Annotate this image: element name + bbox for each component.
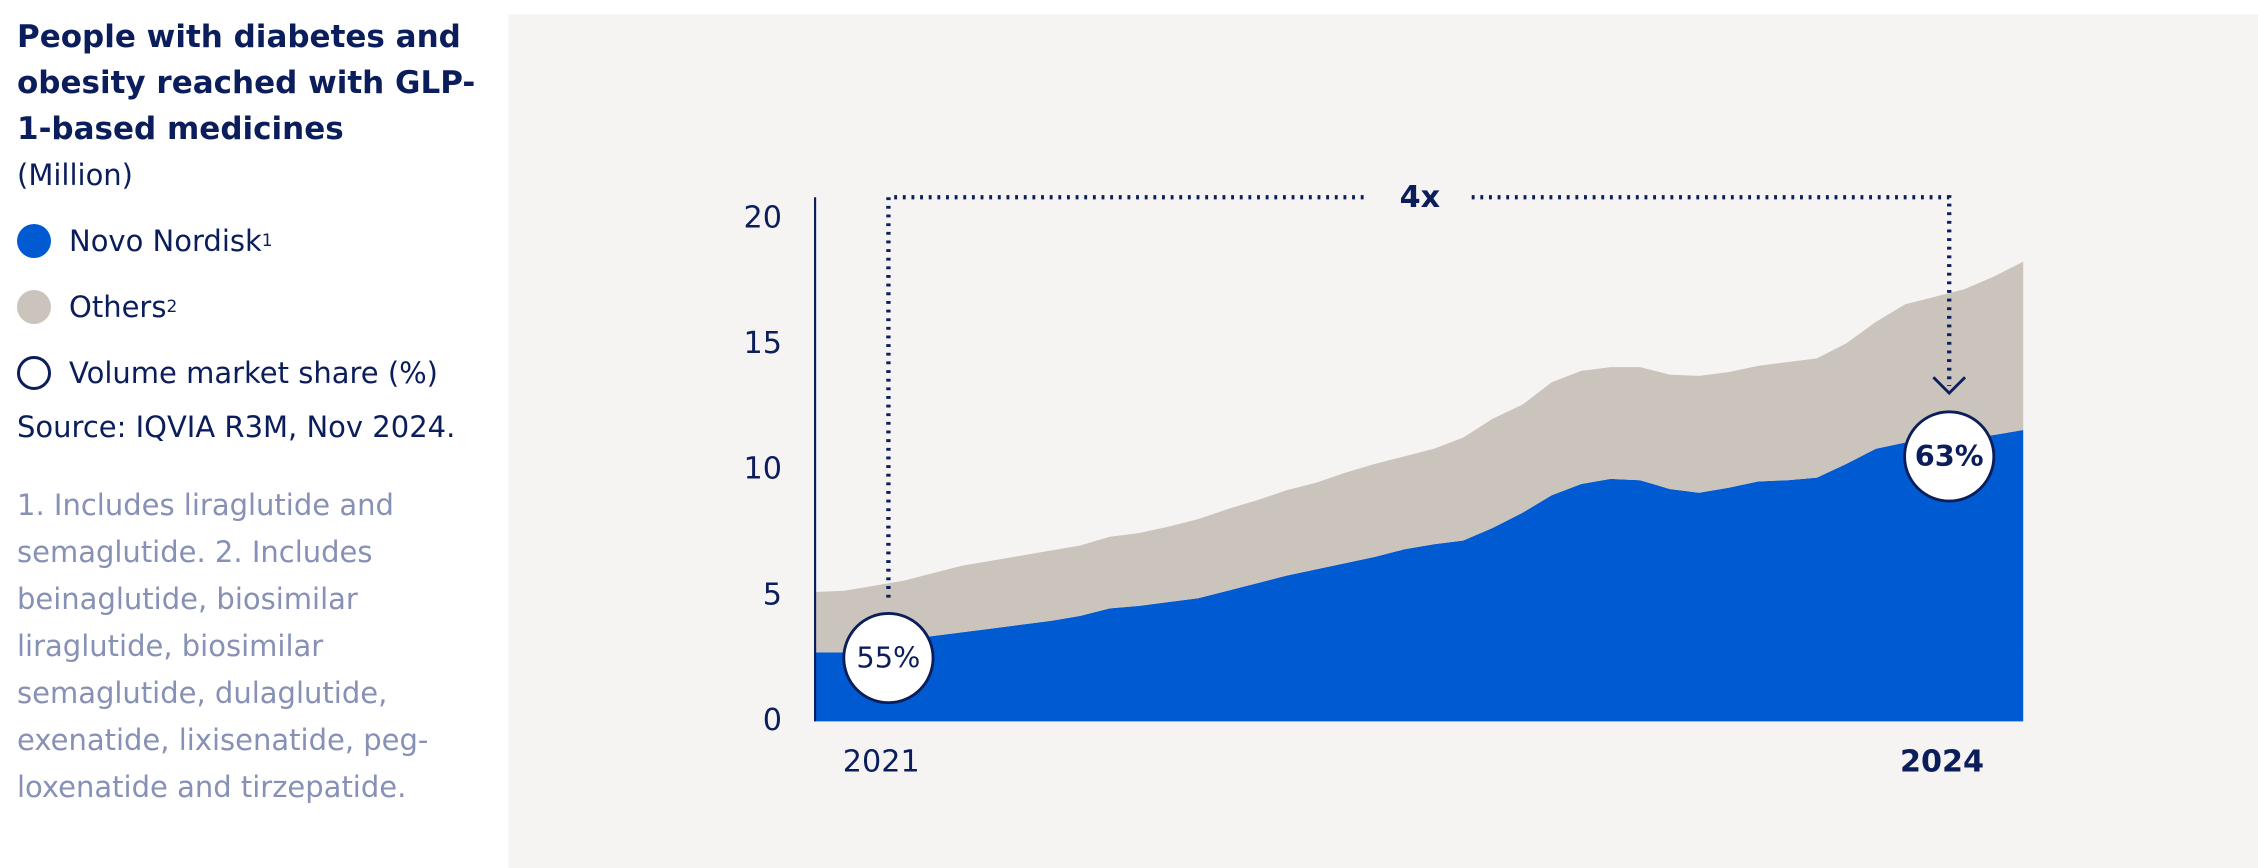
y-tick-label: 10 — [744, 452, 782, 487]
side-panel: People with diabetes and obesity reached… — [17, 14, 497, 811]
legend-swatch — [17, 224, 51, 258]
share-bubble — [842, 611, 935, 705]
legend-label: Volume market share (%) — [69, 356, 438, 390]
bracket-left — [886, 195, 1369, 598]
legend-swatch — [17, 290, 51, 324]
bracket-right — [1471, 195, 1952, 386]
area — [815, 261, 2024, 653]
x-tick-label: 2024 — [1900, 745, 1984, 780]
legend-label: Novo Nordisk — [69, 224, 262, 258]
x-tick-label: 2021 — [843, 745, 920, 780]
legend-item: Others 2 — [17, 274, 497, 340]
share-label: 63% — [1915, 439, 1984, 473]
area — [815, 429, 2024, 722]
y-tick-label: 15 — [744, 326, 782, 361]
share-bubble — [1903, 410, 1996, 503]
arrow-head — [1932, 376, 1967, 396]
legend-note: 1 — [261, 231, 273, 251]
unit-label: (Million) — [17, 158, 133, 192]
y-tick-label: 20 — [744, 200, 782, 235]
share-label: 55% — [856, 640, 920, 674]
y-tick-label: 5 — [763, 577, 782, 612]
y-tick-label: 0 — [763, 703, 782, 738]
growth-label: 4x — [1400, 180, 1441, 215]
legend-item: Volume market share (%) — [17, 340, 497, 406]
footnote: 1. Includes liraglutide and semaglutide.… — [17, 488, 429, 804]
legend-label: Others — [69, 290, 167, 324]
chart-title: People with diabetes and obesity reached… — [17, 19, 476, 147]
source: Source: IQVIA R3M, Nov 2024. — [17, 410, 456, 444]
legend-item: Novo Nordisk 1 — [17, 208, 497, 274]
legend-note: 2 — [166, 297, 178, 317]
legend-swatch — [17, 356, 51, 390]
